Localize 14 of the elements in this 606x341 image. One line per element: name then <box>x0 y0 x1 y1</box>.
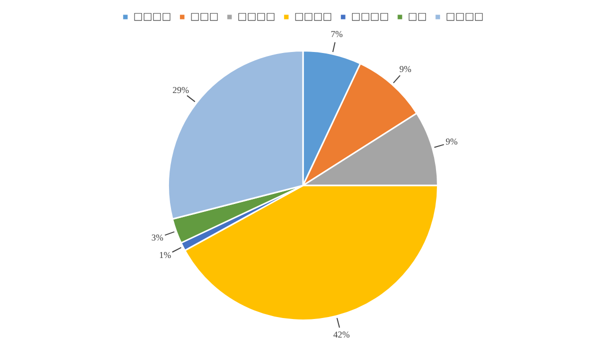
legend-label: □□□ <box>190 12 219 23</box>
data-label: 7% <box>330 28 344 39</box>
legend-label: □□ <box>408 12 427 23</box>
data-label: 42% <box>333 330 350 340</box>
legend-label: □□□□ <box>294 12 332 23</box>
legend-label: □□□□ <box>238 12 276 23</box>
data-label: 1% <box>159 250 172 260</box>
data-label: 3% <box>151 232 164 242</box>
data-label: 9% <box>446 136 458 147</box>
legend-label: □□□□ <box>133 12 172 23</box>
legend-label: □□□□ <box>351 12 389 23</box>
legend-label: □□□□ <box>446 12 484 23</box>
data-label: 29% <box>172 85 190 96</box>
data-label: 9% <box>399 64 412 74</box>
